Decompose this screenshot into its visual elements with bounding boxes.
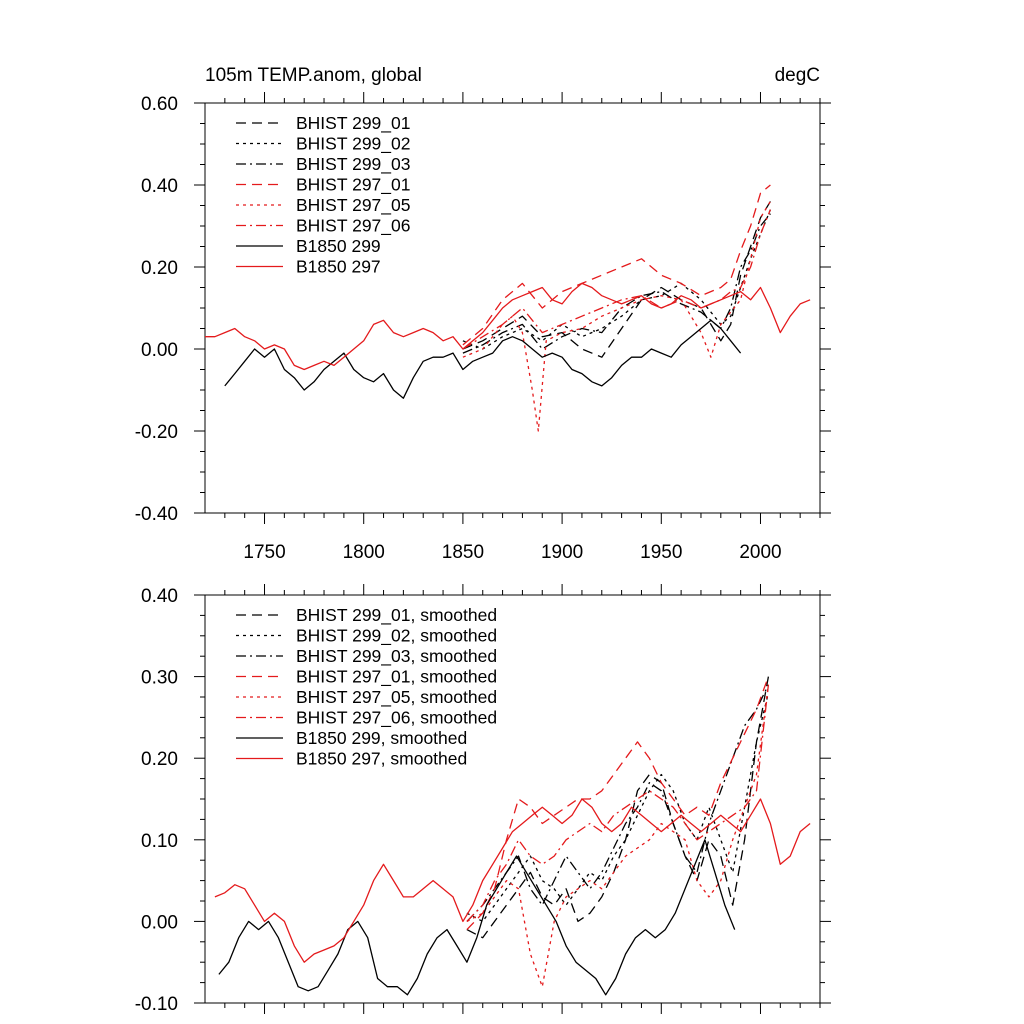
top-ytick-label: -0.20	[135, 422, 178, 443]
top-series-line	[462, 209, 772, 350]
bottom-series-line	[466, 676, 770, 939]
bottom-ytick-label: 0.30	[141, 668, 178, 689]
top-panel-title: 105m TEMP.anom, global	[205, 65, 422, 86]
top-legend-label: BHIST 297_06	[296, 216, 410, 237]
top-xtick-label: 1800	[343, 542, 385, 563]
top-legend-label: BHIST 299_02	[296, 134, 410, 155]
bottom-series-group	[214, 676, 811, 996]
bottom-ytick-label: 0.40	[141, 586, 178, 607]
bottom-legend-label: BHIST 297_06, smoothed	[296, 708, 497, 729]
bottom-series-line	[218, 839, 736, 996]
bottom-ytick-label: -0.10	[135, 994, 178, 1015]
bottom-legend-label: B1850 299, smoothed	[296, 728, 467, 748]
top-series-line	[462, 213, 771, 354]
top-xtick-label: 1900	[541, 542, 583, 563]
bottom-ytick-label: 0.10	[141, 831, 178, 852]
top-legend-label: BHIST 297_05	[296, 195, 410, 216]
bottom-series-line	[466, 684, 769, 922]
top-series-line	[224, 319, 742, 399]
bottom-series-line	[466, 676, 770, 931]
bottom-ytick-label: 0.20	[141, 749, 178, 770]
bottom-series-line	[466, 684, 770, 988]
top-ytick-label: -0.40	[135, 504, 178, 525]
top-panel-units: degC	[775, 65, 820, 86]
top-series-line	[462, 209, 772, 350]
top-xtick-label: 1750	[243, 542, 285, 563]
bottom-legend-label: BHIST 299_02, smoothed	[296, 626, 497, 647]
bottom-legend-label: B1850 297, smoothed	[296, 749, 467, 769]
top-ytick-label: 0.00	[141, 340, 178, 361]
top-xtick-label: 2000	[739, 542, 781, 563]
top-series-line	[462, 201, 771, 432]
top-ytick-label: 0.60	[141, 94, 178, 115]
bottom-series-line	[466, 692, 770, 923]
top-legend-label: B1850 299	[296, 236, 381, 256]
top-xtick-label: 1950	[640, 542, 682, 563]
top-ytick-label: 0.20	[141, 258, 178, 279]
bottom-ytick-label: 0.00	[141, 912, 178, 933]
bottom-series-line	[214, 798, 811, 963]
top-ytick-label: 0.40	[141, 176, 178, 197]
top-series-line	[462, 184, 771, 346]
top-xtick-label: 1850	[442, 542, 484, 563]
top-panel: 105m TEMP.anom, global degC -0.40 -0.20 0.…	[135, 65, 831, 563]
bottom-series-line	[466, 684, 770, 922]
bottom-panel: -0.10 0.00 0.10 0.20 0.30 0.40 BHIST 299_01, s…	[135, 584, 831, 1015]
bottom-legend-label: BHIST 297_01, smoothed	[296, 667, 497, 688]
bottom-legend-label: BHIST 299_03, smoothed	[296, 646, 497, 667]
top-legend-label: BHIST 299_01	[296, 113, 410, 134]
top-series-line	[205, 282, 811, 371]
bottom-legend-label: BHIST 299_01, smoothed	[296, 605, 497, 626]
top-legend-label: BHIST 299_03	[296, 154, 410, 175]
top-legend-label: B1850 297	[296, 257, 381, 277]
top-series-group	[205, 184, 811, 432]
top-legend-label: BHIST 297_01	[296, 175, 410, 196]
bottom-legend-label: BHIST 297_05, smoothed	[296, 687, 497, 708]
